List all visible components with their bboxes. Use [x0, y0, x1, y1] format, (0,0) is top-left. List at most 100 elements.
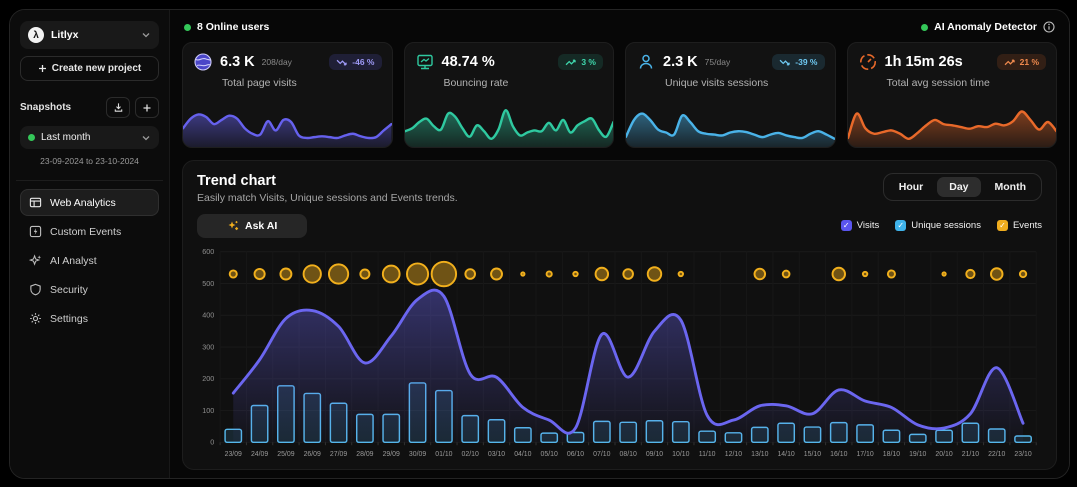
- svg-text:11/10: 11/10: [699, 450, 716, 457]
- globe-icon: [193, 52, 213, 72]
- svg-text:22/10: 22/10: [988, 450, 1005, 457]
- legend-events[interactable]: ✓ Events: [997, 220, 1042, 231]
- svg-text:20/10: 20/10: [935, 450, 952, 457]
- card-top: 48.74 % 3 % Bouncing rate: [405, 43, 614, 89]
- download-icon: [113, 102, 124, 113]
- svg-text:21/10: 21/10: [962, 450, 979, 457]
- ask-ai-button[interactable]: Ask AI: [197, 214, 307, 238]
- svg-text:10/10: 10/10: [672, 450, 689, 457]
- tab-month[interactable]: Month: [983, 177, 1039, 197]
- bounce-rate-icon: [415, 52, 435, 72]
- create-project-button[interactable]: Create new project: [20, 56, 159, 81]
- trend-badge: 21 %: [997, 54, 1046, 70]
- legend-unique-sessions[interactable]: ✓ Unique sessions: [895, 220, 981, 231]
- sparkline-unique-sessions: [626, 95, 835, 147]
- anomaly-detector-label: AI Anomaly Detector: [934, 21, 1037, 33]
- tab-hour[interactable]: Hour: [887, 177, 936, 197]
- stat-card-total-page-visits: 6.3 K 208/day -46 % Total page visits: [182, 42, 393, 148]
- stat-value: 1h 15m 26s: [885, 54, 963, 70]
- sidebar-divider: [16, 180, 163, 181]
- plus-icon: [38, 64, 47, 73]
- anomaly-detector: AI Anomaly Detector: [921, 21, 1055, 33]
- trend-header-text: Trend chart Easily match Visits, Unique …: [197, 173, 458, 204]
- stat-per-day: 75/day: [705, 57, 731, 67]
- ask-ai-label: Ask AI: [245, 220, 277, 232]
- snapshot-select[interactable]: Last month: [20, 126, 159, 149]
- snapshot-selected-value: Last month: [41, 132, 135, 143]
- web-analytics-icon: [29, 196, 42, 209]
- svg-text:02/10: 02/10: [462, 450, 479, 457]
- sparkline-bouncing-rate: [405, 95, 614, 147]
- stat-label: Bouncing rate: [444, 77, 604, 89]
- visits-checkbox[interactable]: ✓: [841, 220, 852, 231]
- svg-text:16/10: 16/10: [830, 450, 847, 457]
- sidebar-item-web-analytics[interactable]: Web Analytics: [20, 189, 159, 216]
- sidebar-item-security[interactable]: Security: [20, 276, 159, 303]
- svg-text:17/10: 17/10: [856, 450, 873, 457]
- custom-events-icon: [29, 225, 42, 238]
- sidebar-item-ai-analyst[interactable]: AI Analyst: [20, 247, 159, 274]
- svg-text:27/09: 27/09: [330, 450, 347, 457]
- svg-text:03/10: 03/10: [488, 450, 505, 457]
- svg-text:0: 0: [210, 437, 214, 446]
- svg-text:01/10: 01/10: [435, 450, 452, 457]
- legend-label: Visits: [857, 220, 880, 231]
- snapshot-status-dot: [28, 134, 35, 141]
- stat-value: 2.3 K: [663, 54, 698, 70]
- anomaly-status-dot: [921, 24, 928, 31]
- project-name: Litlyx: [51, 29, 134, 41]
- tab-day[interactable]: Day: [937, 177, 980, 197]
- events-checkbox[interactable]: ✓: [997, 220, 1008, 231]
- online-users: 8 Online users: [184, 21, 269, 33]
- sidebar: λ Litlyx Create new project Snapshots La…: [10, 10, 170, 478]
- ai-sparkle-icon: [227, 220, 239, 232]
- sidebar-item-label: Custom Events: [50, 226, 121, 238]
- card-top: 1h 15m 26s 21 % Total avg session time: [848, 43, 1057, 89]
- sidebar-item-custom-events[interactable]: Custom Events: [20, 218, 159, 245]
- trend-down-icon: [336, 58, 348, 67]
- svg-text:05/10: 05/10: [541, 450, 558, 457]
- svg-text:07/10: 07/10: [593, 450, 610, 457]
- svg-text:23/09: 23/09: [225, 450, 242, 457]
- trend-chart[interactable]: 010020030040050060023/0924/0925/0926/092…: [197, 246, 1042, 465]
- sidebar-item-label: AI Analyst: [50, 255, 97, 267]
- svg-text:24/09: 24/09: [251, 450, 268, 457]
- badge-value: 3 %: [581, 57, 596, 67]
- info-icon[interactable]: [1043, 21, 1055, 33]
- svg-text:12/10: 12/10: [725, 450, 742, 457]
- badge-value: -46 %: [352, 57, 374, 67]
- svg-text:09/10: 09/10: [646, 450, 663, 457]
- timer-icon: [858, 52, 878, 72]
- user-icon: [636, 52, 656, 72]
- add-snapshot-button[interactable]: [135, 97, 159, 118]
- export-snapshot-button[interactable]: [106, 97, 130, 118]
- stat-card-unique-sessions: 2.3 K 75/day -39 % Unique visits session…: [625, 42, 836, 148]
- create-project-label: Create new project: [52, 63, 141, 74]
- sidebar-item-settings[interactable]: Settings: [20, 305, 159, 332]
- svg-text:25/09: 25/09: [277, 450, 294, 457]
- legend-visits[interactable]: ✓ Visits: [841, 220, 880, 231]
- svg-text:28/09: 28/09: [356, 450, 373, 457]
- chevron-down-icon: [141, 30, 151, 40]
- sparkline-avg-session-time: [848, 95, 1057, 147]
- badge-value: -39 %: [795, 57, 817, 67]
- trend-subtitle: Easily match Visits, Unique sessions and…: [197, 192, 458, 204]
- trend-chart-panel: Trend chart Easily match Visits, Unique …: [182, 160, 1057, 470]
- stat-label: Total page visits: [222, 77, 382, 89]
- legend-label: Unique sessions: [911, 220, 981, 231]
- stat-per-day: 208/day: [262, 57, 292, 67]
- trend-up-icon: [1004, 58, 1016, 67]
- plus-icon: [142, 103, 152, 113]
- range-toggle: Hour Day Month: [883, 173, 1042, 201]
- card-top: 6.3 K 208/day -46 % Total page visits: [183, 43, 392, 89]
- svg-text:14/10: 14/10: [777, 450, 794, 457]
- unique-sessions-checkbox[interactable]: ✓: [895, 220, 906, 231]
- project-selector[interactable]: λ Litlyx: [20, 21, 159, 49]
- stat-card-bouncing-rate: 48.74 % 3 % Bouncing rate: [404, 42, 615, 148]
- snapshots-title: Snapshots: [20, 102, 101, 113]
- trend-down-icon: [779, 58, 791, 67]
- svg-text:300: 300: [202, 342, 214, 351]
- svg-text:100: 100: [202, 406, 214, 415]
- svg-text:30/09: 30/09: [409, 450, 426, 457]
- svg-text:400: 400: [202, 310, 214, 319]
